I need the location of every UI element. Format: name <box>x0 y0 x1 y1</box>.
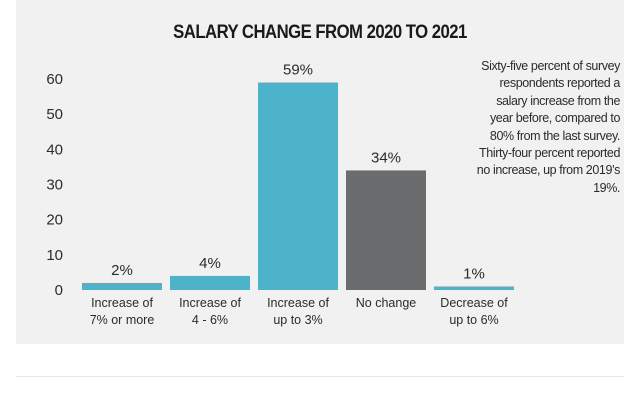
bar <box>346 170 426 290</box>
data-label: 59% <box>283 62 313 79</box>
data-label: 2% <box>111 262 133 279</box>
bar <box>82 282 162 290</box>
data-label: 1% <box>463 265 485 282</box>
y-tick-label: 50 <box>46 106 63 123</box>
data-label: 34% <box>371 149 401 166</box>
chart-title: SALARY CHANGE FROM 2020 TO 2021 <box>173 22 467 43</box>
y-tick-label: 0 <box>55 282 63 299</box>
x-category-label: Decrease of up to 6% <box>440 296 508 327</box>
divider-line <box>16 376 624 377</box>
x-category-label: Increase of 4 - 6% <box>179 296 241 327</box>
x-category-label: No change <box>356 296 417 310</box>
y-tick-label: 30 <box>46 177 63 194</box>
bar <box>258 82 338 291</box>
data-label: 4% <box>199 255 221 272</box>
bar <box>170 275 250 290</box>
y-tick-label: 10 <box>46 247 63 264</box>
chart-caption: Sixty-five percent of survey respondents… <box>476 59 621 195</box>
x-category-label: Increase of up to 3% <box>267 296 329 327</box>
y-tick-label: 60 <box>46 71 63 88</box>
x-category-label: Increase of 7% or more <box>90 296 155 327</box>
y-tick-label: 40 <box>46 141 63 158</box>
bar <box>434 286 514 290</box>
y-tick-label: 20 <box>46 212 63 229</box>
